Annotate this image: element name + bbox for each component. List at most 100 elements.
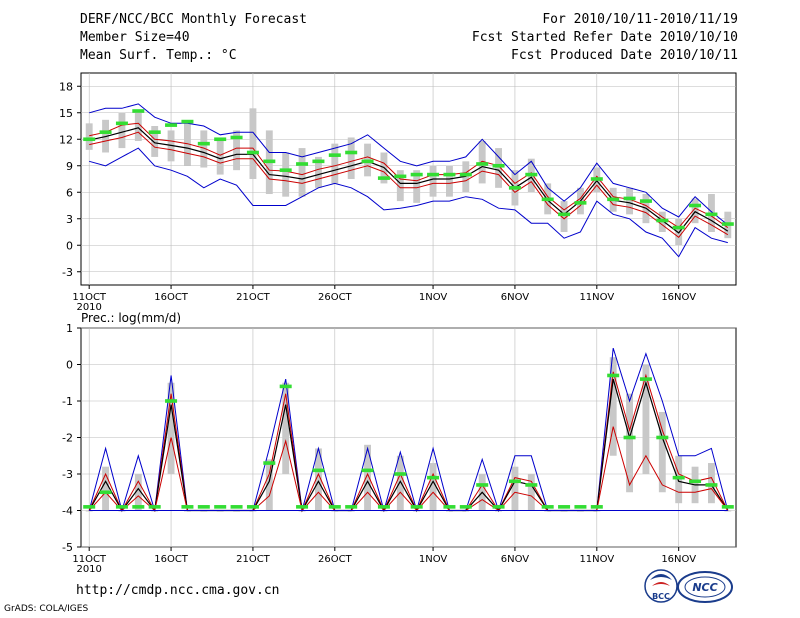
series-line-min bbox=[89, 147, 728, 258]
y-tick-label: -3 bbox=[62, 266, 73, 279]
observed-marker bbox=[394, 472, 407, 476]
y-tick-label: 1 bbox=[66, 322, 73, 335]
x-tick-label: 26OCT bbox=[318, 292, 353, 303]
observed-marker bbox=[345, 505, 358, 509]
spread-box bbox=[249, 108, 257, 179]
observed-marker bbox=[558, 505, 571, 509]
observed-marker bbox=[443, 172, 456, 177]
spread-box bbox=[118, 112, 126, 149]
observed-marker bbox=[279, 168, 292, 172]
observed-marker bbox=[639, 199, 652, 203]
observed-marker bbox=[476, 483, 489, 487]
observed-marker bbox=[246, 505, 259, 509]
observed-marker bbox=[427, 475, 440, 480]
spread-box bbox=[445, 165, 453, 197]
observed-marker bbox=[328, 153, 341, 157]
grads-credit: GrADS: COLA/IGES bbox=[4, 604, 89, 614]
spread-box bbox=[396, 170, 404, 202]
observed-marker bbox=[623, 196, 636, 201]
observed-marker bbox=[672, 475, 685, 480]
spread-box bbox=[527, 474, 535, 511]
observed-marker bbox=[525, 172, 538, 177]
observed-marker bbox=[410, 505, 423, 509]
observed-marker bbox=[672, 225, 685, 230]
observed-marker bbox=[99, 490, 112, 495]
observed-marker bbox=[607, 197, 620, 202]
observed-marker bbox=[197, 505, 210, 509]
produced-date: Fcst Produced Date 2010/10/11 bbox=[511, 48, 738, 63]
spread-box bbox=[495, 148, 503, 188]
x-tick-label: 16NOV bbox=[661, 554, 696, 565]
forecast-period: For 2010/10/11-2010/11/19 bbox=[542, 12, 738, 27]
observed-marker bbox=[377, 505, 390, 509]
observed-marker bbox=[427, 172, 440, 177]
spread-box bbox=[511, 466, 519, 511]
observed-marker bbox=[361, 159, 374, 164]
observed-marker bbox=[263, 461, 276, 465]
spread-box bbox=[429, 165, 437, 197]
spread-box bbox=[282, 152, 290, 197]
spread-box bbox=[85, 123, 93, 150]
series-line-max bbox=[89, 103, 729, 226]
x-tick-label: 16OCT bbox=[154, 292, 189, 303]
y-tick-label: 3 bbox=[66, 213, 73, 226]
observed-marker bbox=[181, 119, 194, 124]
observed-marker bbox=[312, 468, 325, 473]
observed-marker bbox=[705, 212, 718, 217]
observed-marker bbox=[639, 377, 652, 381]
observed-marker bbox=[574, 201, 587, 205]
y-tick-label: -4 bbox=[62, 505, 73, 518]
plot-frame bbox=[80, 72, 737, 286]
observed-marker bbox=[689, 203, 702, 208]
spread-box bbox=[134, 474, 142, 511]
y-tick-label: -2 bbox=[62, 432, 73, 445]
spread-box bbox=[331, 143, 339, 184]
spread-box bbox=[233, 130, 241, 171]
observed-marker bbox=[115, 505, 128, 509]
x-tick-label: 11NOV bbox=[579, 292, 614, 303]
x-tick-label: 11OCT bbox=[72, 292, 107, 303]
observed-marker bbox=[328, 505, 341, 509]
x-year-label: 2010 bbox=[76, 302, 101, 313]
spread-box bbox=[314, 156, 322, 188]
observed-marker bbox=[689, 479, 702, 484]
spread-box bbox=[85, 510, 93, 512]
series-line-mean bbox=[89, 127, 729, 234]
spread-box bbox=[347, 137, 355, 179]
observed-marker bbox=[410, 172, 423, 177]
spread-box bbox=[560, 201, 568, 232]
observed-marker bbox=[459, 505, 472, 509]
spread-box bbox=[691, 198, 699, 224]
spread-box bbox=[413, 170, 421, 203]
x-tick-label: 16NOV bbox=[661, 292, 696, 303]
observed-marker bbox=[230, 505, 243, 509]
source-url[interactable]: http://cmdp.ncc.cma.gov.cn bbox=[76, 583, 280, 598]
observed-marker bbox=[721, 505, 734, 509]
observed-marker bbox=[492, 163, 505, 168]
observed-marker bbox=[197, 141, 210, 146]
spread-box bbox=[364, 444, 372, 511]
observed-marker bbox=[508, 479, 521, 484]
spread-box bbox=[658, 411, 666, 493]
observed-marker bbox=[394, 174, 407, 179]
y-tick-label: 9 bbox=[66, 160, 73, 173]
observed-marker bbox=[705, 483, 718, 487]
observed-marker bbox=[165, 123, 178, 127]
x-tick-label: 1NOV bbox=[419, 554, 448, 565]
observed-marker bbox=[246, 150, 259, 155]
refer-date: Fcst Started Refer Date 2010/10/10 bbox=[471, 30, 738, 45]
observed-marker bbox=[525, 483, 538, 487]
spread-box bbox=[707, 463, 715, 504]
x-tick-label: 26OCT bbox=[318, 554, 353, 565]
member-size: Member Size=40 bbox=[80, 30, 190, 45]
observed-marker bbox=[296, 505, 309, 509]
spread-box bbox=[724, 510, 732, 512]
observed-marker bbox=[165, 399, 178, 403]
series-line-p25 bbox=[89, 131, 729, 238]
variable-label: Mean Surf. Temp.: °C bbox=[80, 48, 237, 63]
x-tick-label: 16OCT bbox=[154, 554, 189, 565]
observed-marker bbox=[361, 468, 374, 473]
bcc-logo-icon: BCC bbox=[644, 569, 678, 603]
observed-marker bbox=[443, 505, 456, 509]
